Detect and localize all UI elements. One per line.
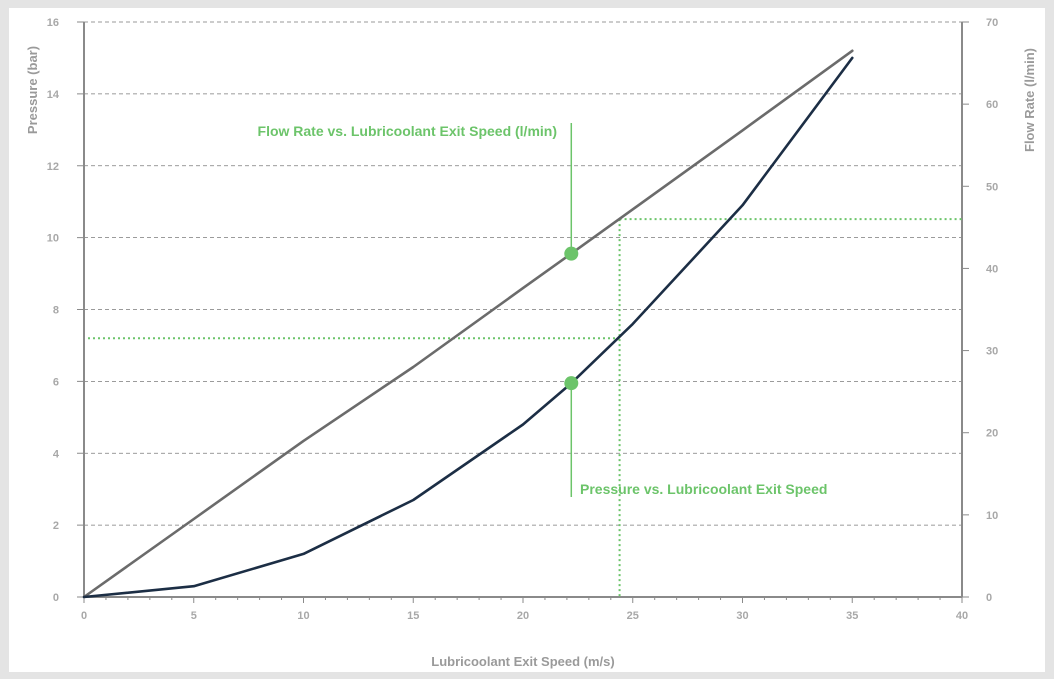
axes: [83, 22, 963, 598]
pressure-line: [82, 56, 854, 599]
right-tick-label: 40: [986, 263, 998, 275]
flow-rate-line: [82, 49, 854, 599]
right-tick-label: 30: [986, 346, 998, 358]
left-tick-label: 10: [47, 233, 59, 245]
right-axis-title: Flow Rate (l/min): [1022, 48, 1037, 152]
flow-annotation-label: Flow Rate vs. Lubricoolant Exit Speed (l…: [258, 123, 557, 139]
pressure-annotation-label: Pressure vs. Lubricoolant Exit Speed: [580, 481, 827, 497]
right-tick-label: 50: [986, 181, 998, 193]
flow-annotation-marker: [564, 246, 579, 261]
series: [82, 49, 854, 599]
x-tick-label: 20: [517, 610, 529, 622]
x-tick-label: 10: [297, 610, 309, 622]
x-tick-label: 25: [627, 610, 639, 622]
left-tick-label: 0: [53, 592, 59, 604]
right-tick-label: 0: [986, 592, 992, 604]
annotations: Flow Rate vs. Lubricoolant Exit Speed (l…: [258, 123, 827, 497]
grid: [84, 21, 962, 526]
x-axis-title: Lubricoolant Exit Speed (m/s): [431, 654, 614, 669]
x-axis-ticks: 0 5 10 15 20 25 30 35 40: [81, 597, 968, 622]
left-axis-ticks: 0 2 4 6 8 10 12 14 16: [47, 17, 84, 604]
reference-lines: [88, 218, 962, 597]
x-tick-label: 30: [736, 610, 748, 622]
right-tick-label: 20: [986, 428, 998, 440]
left-tick-label: 14: [47, 89, 60, 101]
left-tick-label: 12: [47, 161, 59, 173]
x-tick-label: 40: [956, 610, 968, 622]
left-tick-label: 16: [47, 17, 59, 29]
right-axis-ticks: 0 10 20 30 40 50 60 70: [962, 17, 998, 604]
x-tick-label: 15: [407, 610, 419, 622]
right-tick-label: 10: [986, 510, 998, 522]
x-tick-label: 5: [191, 610, 197, 622]
x-tick-label: 0: [81, 610, 87, 622]
right-tick-label: 60: [986, 99, 998, 111]
left-tick-label: 6: [53, 376, 59, 388]
left-tick-label: 2: [53, 520, 59, 532]
x-tick-label: 35: [846, 610, 858, 622]
left-axis-title: Pressure (bar): [25, 46, 40, 134]
left-tick-label: 8: [53, 305, 59, 317]
pressure-annotation-marker: [564, 376, 579, 391]
chart-frame: [9, 8, 1045, 672]
right-tick-label: 70: [986, 17, 998, 29]
left-tick-label: 4: [53, 448, 60, 460]
